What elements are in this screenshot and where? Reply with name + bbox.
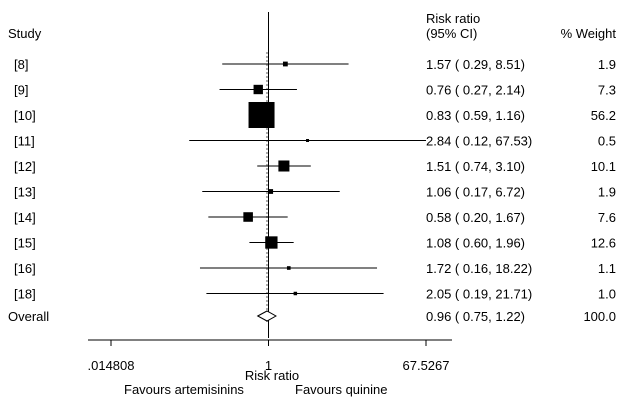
ci-text: 0.58 ( 0.20, 1.67) [426, 210, 525, 225]
weight-text: 7.6 [598, 210, 616, 225]
weight-text: 7.3 [598, 83, 616, 98]
overall-label: Overall [8, 309, 49, 324]
study-label: [11] [14, 134, 35, 149]
study-label: [14] [14, 210, 36, 225]
study-row: [14] 0.58 ( 0.20, 1.67) 7.6 [14, 210, 616, 225]
study-row: [18] 2.05 ( 0.19, 21.71) 1.0 [14, 287, 616, 302]
rr-header-line1: Risk ratio [426, 11, 480, 26]
weight-header: % Weight [561, 26, 617, 41]
ci-text: 1.06 ( 0.17, 6.72) [426, 185, 525, 200]
x-axis: .014808 1 67.5267 [88, 339, 452, 373]
study-header: Study [8, 26, 42, 41]
ci-text: 1.72 ( 0.16, 18.22) [426, 261, 532, 276]
ci-text: 1.51 ( 0.74, 3.10) [426, 159, 525, 174]
study-label: [13] [14, 185, 36, 200]
favours-right-label: Favours quinine [295, 382, 388, 397]
ci-text: 0.83 ( 0.59, 1.16) [426, 108, 525, 123]
study-label: [10] [14, 108, 36, 123]
point-estimate-square [268, 189, 274, 194]
x-axis-label: Risk ratio [245, 368, 299, 383]
study-row: [16] 1.72 ( 0.16, 18.22) 1.1 [14, 261, 616, 276]
study-label: [9] [14, 83, 28, 98]
point-estimate-square [265, 236, 278, 249]
overall-weight-text: 100.0 [583, 309, 616, 324]
point-estimate-square [306, 139, 310, 142]
overall-row: Overall 0.96 ( 0.75, 1.22) 100.0 [8, 309, 616, 324]
weight-text: 0.5 [598, 134, 616, 149]
weight-text: 10.1 [591, 159, 616, 174]
weight-text: 1.9 [598, 185, 616, 200]
overall-diamond [256, 310, 277, 322]
study-label: [8] [14, 57, 28, 72]
weight-text: 1.1 [598, 261, 616, 276]
x-tick-label: .014808 [88, 358, 135, 373]
point-estimate-square [243, 212, 253, 222]
study-rows: [8] 1.57 ( 0.29, 8.51) 1.9 [9] 0.76 ( 0.27, … [8, 52, 616, 324]
ci-text: 1.08 ( 0.60, 1.96) [426, 236, 525, 251]
ci-text: 2.84 ( 0.12, 67.53) [426, 134, 532, 149]
weight-text: 1.0 [598, 287, 616, 302]
ci-text: 2.05 ( 0.19, 21.71) [426, 287, 532, 302]
study-label: [12] [14, 159, 36, 174]
favours-left-label: Favours artemisinins [124, 382, 244, 397]
study-row: [12] 1.51 ( 0.74, 3.10) 10.1 [14, 159, 616, 174]
study-label: [16] [14, 261, 36, 276]
ci-text: 1.57 ( 0.29, 8.51) [426, 57, 525, 72]
weight-text: 12.6 [591, 236, 616, 251]
weight-text: 1.9 [598, 57, 616, 72]
study-row: [15] 1.08 ( 0.60, 1.96) 12.6 [14, 236, 616, 251]
study-label: [15] [14, 236, 36, 251]
point-estimate-square [248, 102, 275, 128]
study-row: [9] 0.76 ( 0.27, 2.14) 7.3 [14, 83, 616, 98]
study-row: [11] 2.84 ( 0.12, 67.53) 0.5 [14, 134, 616, 149]
point-estimate-square [253, 84, 263, 95]
x-tick-label: 1 [265, 358, 272, 373]
point-estimate-square [278, 160, 290, 172]
point-estimate-square [286, 266, 291, 270]
x-tick-label: 67.5267 [403, 358, 450, 373]
study-row: [10] 0.83 ( 0.59, 1.16) 56.2 [14, 102, 616, 128]
study-row: [13] 1.06 ( 0.17, 6.72) 1.9 [14, 185, 616, 200]
point-estimate-square [282, 61, 288, 67]
weight-text: 56.2 [591, 108, 616, 123]
study-label: [18] [14, 287, 36, 302]
study-row: [8] 1.57 ( 0.29, 8.51) 1.9 [14, 57, 616, 72]
rr-header-line2: (95% CI) [426, 26, 477, 41]
ci-text: 0.76 ( 0.27, 2.14) [426, 83, 525, 98]
point-estimate-square [293, 291, 298, 296]
overall-ci-text: 0.96 ( 0.75, 1.22) [426, 309, 525, 324]
